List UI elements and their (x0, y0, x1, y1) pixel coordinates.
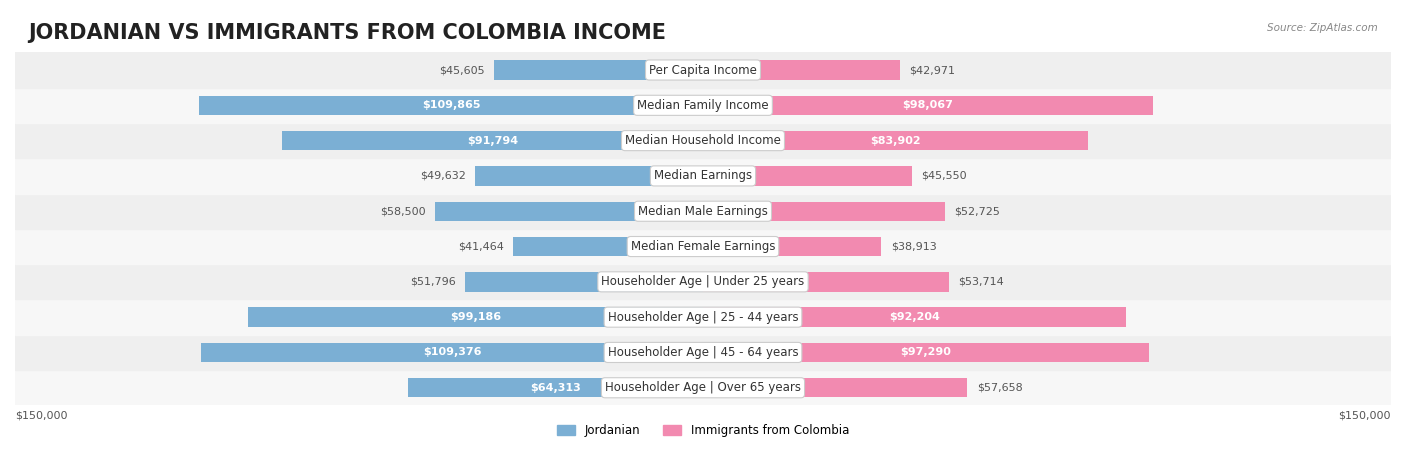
Text: $45,605: $45,605 (439, 65, 485, 75)
Text: $91,794: $91,794 (467, 135, 517, 146)
Text: $57,658: $57,658 (977, 383, 1022, 393)
Text: Source: ZipAtlas.com: Source: ZipAtlas.com (1267, 23, 1378, 33)
Bar (15, 158, 1391, 194)
Text: $109,865: $109,865 (422, 100, 481, 110)
Bar (465, 272, 703, 291)
Text: $53,714: $53,714 (959, 277, 1004, 287)
Text: $49,632: $49,632 (420, 171, 467, 181)
Bar (475, 166, 703, 186)
Bar (703, 378, 967, 397)
Bar (703, 343, 1149, 362)
Bar (408, 378, 703, 397)
Text: $109,376: $109,376 (423, 347, 481, 357)
Bar (283, 131, 703, 150)
Text: Median Male Earnings: Median Male Earnings (638, 205, 768, 218)
Bar (703, 96, 1153, 115)
Bar (15, 299, 1391, 335)
Text: $64,313: $64,313 (530, 383, 581, 393)
Text: Median Earnings: Median Earnings (654, 170, 752, 183)
Text: $97,290: $97,290 (901, 347, 952, 357)
Bar (15, 264, 1391, 299)
Text: Householder Age | 25 - 44 years: Householder Age | 25 - 44 years (607, 311, 799, 324)
Bar (200, 96, 703, 115)
Text: $58,500: $58,500 (380, 206, 426, 216)
Bar (15, 52, 1391, 88)
Text: $150,000: $150,000 (15, 410, 67, 421)
Bar (703, 272, 949, 291)
Text: $41,464: $41,464 (458, 241, 503, 252)
Bar (703, 166, 912, 186)
Text: $38,913: $38,913 (890, 241, 936, 252)
Text: $98,067: $98,067 (903, 100, 953, 110)
Bar (703, 60, 900, 80)
Text: Householder Age | Over 65 years: Householder Age | Over 65 years (605, 381, 801, 394)
Bar (703, 202, 945, 221)
Text: $51,796: $51,796 (411, 277, 457, 287)
Bar (703, 307, 1126, 327)
Bar (434, 202, 703, 221)
Bar (15, 88, 1391, 123)
Text: $83,902: $83,902 (870, 135, 921, 146)
Bar (703, 237, 882, 256)
Text: $45,550: $45,550 (921, 171, 967, 181)
Bar (15, 370, 1391, 405)
Bar (15, 335, 1391, 370)
Text: $99,186: $99,186 (450, 312, 501, 322)
Bar (15, 229, 1391, 264)
Text: JORDANIAN VS IMMIGRANTS FROM COLOMBIA INCOME: JORDANIAN VS IMMIGRANTS FROM COLOMBIA IN… (28, 23, 666, 43)
Text: Median Female Earnings: Median Female Earnings (631, 240, 775, 253)
Bar (703, 131, 1088, 150)
Bar (201, 343, 703, 362)
Text: $52,725: $52,725 (955, 206, 1000, 216)
Bar (247, 307, 703, 327)
Text: $150,000: $150,000 (1339, 410, 1391, 421)
Legend: Jordanian, Immigrants from Colombia: Jordanian, Immigrants from Colombia (553, 419, 853, 442)
Text: Median Family Income: Median Family Income (637, 99, 769, 112)
Bar (513, 237, 703, 256)
Text: Per Capita Income: Per Capita Income (650, 64, 756, 77)
Text: $42,971: $42,971 (910, 65, 955, 75)
Text: Householder Age | Under 25 years: Householder Age | Under 25 years (602, 276, 804, 288)
Bar (15, 123, 1391, 158)
Bar (15, 194, 1391, 229)
Text: Householder Age | 45 - 64 years: Householder Age | 45 - 64 years (607, 346, 799, 359)
Bar (494, 60, 703, 80)
Text: $92,204: $92,204 (889, 312, 939, 322)
Text: Median Household Income: Median Household Income (626, 134, 780, 147)
